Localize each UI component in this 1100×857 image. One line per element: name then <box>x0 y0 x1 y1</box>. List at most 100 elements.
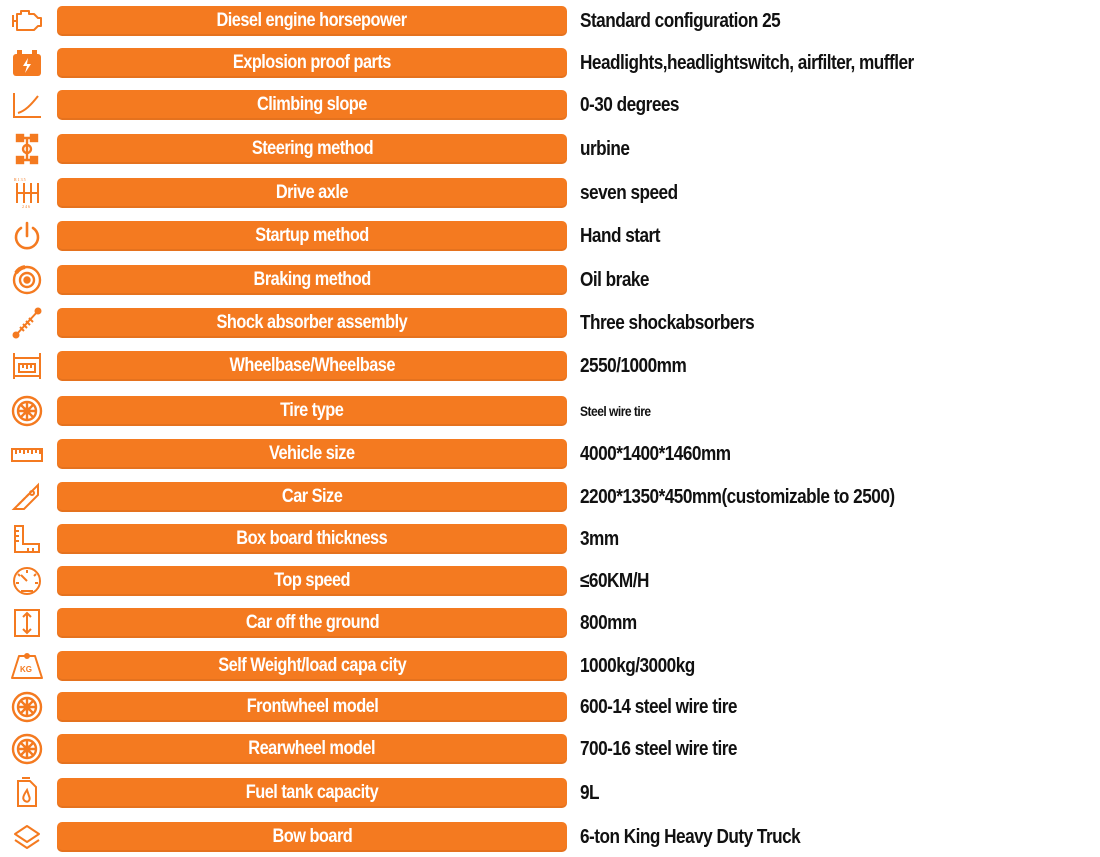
spec-label-pill: Tire type <box>57 396 567 426</box>
spec-row: Steering method urbine <box>0 131 1100 167</box>
spec-label: Braking method <box>253 269 371 290</box>
spec-value: 9L <box>580 782 600 804</box>
spec-label: Bow board <box>272 826 352 847</box>
l-ruler-icon <box>10 523 44 555</box>
spec-label-pill: Diesel engine horsepower <box>57 6 567 36</box>
spec-label-pill: Rearwheel model <box>57 734 567 764</box>
spec-value: 6-ton King Heavy Duty Truck <box>580 826 801 848</box>
shock-absorber-icon <box>10 307 44 339</box>
spec-value: 700-16 steel wire tire <box>580 738 737 760</box>
spec-row: KG Self Weight/load capa city 1000kg/3000k… <box>0 648 1100 684</box>
power-icon <box>10 220 44 252</box>
speedometer-icon <box>10 565 44 597</box>
spec-label-pill: Startup method <box>57 221 567 251</box>
spec-row: Rearwheel model 700-16 steel wire tire <box>0 731 1100 767</box>
spec-label: Car Size <box>281 486 343 507</box>
spec-label-pill: Top speed <box>57 566 567 596</box>
spec-label-pill: Climbing slope <box>57 90 567 120</box>
ground-clearance-icon <box>10 607 44 639</box>
tire-icon <box>10 691 44 723</box>
spec-value: 0-30 degrees <box>580 94 680 116</box>
spec-row: Wheelbase/Wheelbase 2550/1000mm <box>0 348 1100 384</box>
fuel-tank-icon <box>10 777 44 809</box>
spec-label: Box board thickness <box>236 528 388 549</box>
spec-label: Climbing slope <box>257 94 367 115</box>
spec-value: seven speed <box>580 182 678 204</box>
spec-row: Bow board 6-ton King Heavy Duty Truck <box>0 819 1100 855</box>
spec-value: Steel wire tire <box>580 403 651 419</box>
spec-label-pill: Wheelbase/Wheelbase <box>57 351 567 381</box>
spec-label: Diesel engine horsepower <box>216 10 408 31</box>
spec-label: Vehicle size <box>269 443 355 464</box>
spec-row: Car off the ground 800mm <box>0 605 1100 641</box>
spec-row: Braking method Oil brake <box>0 262 1100 298</box>
spec-label-pill: Explosion proof parts <box>57 48 567 78</box>
spec-label: Explosion proof parts <box>232 52 392 73</box>
spec-row: Diesel engine horsepower Standard configu… <box>0 3 1100 39</box>
spec-value: 3mm <box>580 528 619 550</box>
brake-disc-icon <box>10 264 44 296</box>
spec-label-pill: Self Weight/load capa city <box>57 651 567 681</box>
spec-value: urbine <box>580 138 630 160</box>
spec-label-pill: Steering method <box>57 134 567 164</box>
spec-row: Car Size 2200*1350*450mm(customizable to … <box>0 479 1100 515</box>
tire-icon <box>10 395 44 427</box>
spec-label: Car off the ground <box>245 612 379 633</box>
spec-label: Drive axle <box>275 182 349 203</box>
axle-steering-icon <box>10 133 44 165</box>
gearbox-icon: R 1 3 5 2 4 6 <box>10 177 44 209</box>
spec-value: Hand start <box>580 225 660 247</box>
svg-text:KG: KG <box>20 665 32 674</box>
spec-value: Standard configuration 25 <box>580 10 781 32</box>
set-square-icon <box>10 481 44 513</box>
spec-value: 4000*1400*1460mm <box>580 443 731 465</box>
tire-icon <box>10 733 44 765</box>
spec-label-pill: Box board thickness <box>57 524 567 554</box>
spec-label: Fuel tank capacity <box>245 782 379 803</box>
spec-value: 2200*1350*450mm(customizable to 2500) <box>580 486 895 508</box>
spec-row: Climbing slope 0-30 degrees <box>0 87 1100 123</box>
spec-row: R 1 3 5 2 4 6 Drive axle seven speed <box>0 175 1100 211</box>
spec-row: Vehicle size 4000*1400*1460mm <box>0 436 1100 472</box>
spec-row: Shock absorber assembly Three shockabsorb… <box>0 305 1100 341</box>
spec-value: 1000kg/3000kg <box>580 655 695 677</box>
spec-value: 2550/1000mm <box>580 355 687 377</box>
spec-value: Headlights,headlightswitch, airfilter, m… <box>580 52 914 74</box>
spec-label-pill: Braking method <box>57 265 567 295</box>
spec-value: Three shockabsorbers <box>580 312 755 334</box>
spec-label: Top speed <box>274 570 350 591</box>
spec-label: Tire type <box>280 400 344 421</box>
battery-icon <box>10 47 44 79</box>
spec-label: Self Weight/load capa city <box>218 655 406 676</box>
spec-value: 800mm <box>580 612 637 634</box>
ruler-icon <box>10 438 44 470</box>
spec-label-pill: Fuel tank capacity <box>57 778 567 808</box>
engine-icon <box>10 5 44 37</box>
svg-text:2 4 6: 2 4 6 <box>22 204 30 209</box>
spec-row: Frontwheel model 600-14 steel wire tire <box>0 689 1100 725</box>
weight-kg-icon: KG <box>10 650 44 682</box>
spec-label: Frontwheel model <box>246 696 378 717</box>
spec-row: Startup method Hand start <box>0 218 1100 254</box>
spec-label: Wheelbase/Wheelbase <box>229 355 395 376</box>
spec-value: ≤60KM/H <box>580 570 649 592</box>
layers-icon <box>10 821 44 853</box>
spec-label: Shock absorber assembly <box>216 312 408 333</box>
spec-value: 600-14 steel wire tire <box>580 696 737 718</box>
wheelbase-icon <box>10 350 44 382</box>
svg-text:R 1 3 5: R 1 3 5 <box>14 177 26 182</box>
spec-row: Fuel tank capacity 9L <box>0 775 1100 811</box>
spec-row: Tire type Steel wire tire <box>0 393 1100 429</box>
spec-label-pill: Drive axle <box>57 178 567 208</box>
spec-row: Top speed ≤60KM/H <box>0 563 1100 599</box>
spec-label-pill: Vehicle size <box>57 439 567 469</box>
spec-row: Box board thickness 3mm <box>0 521 1100 557</box>
spec-label-pill: Shock absorber assembly <box>57 308 567 338</box>
spec-label-pill: Frontwheel model <box>57 692 567 722</box>
spec-label: Steering method <box>251 138 373 159</box>
spec-label: Startup method <box>255 225 369 246</box>
spec-label-pill: Car Size <box>57 482 567 512</box>
spec-label-pill: Car off the ground <box>57 608 567 638</box>
spec-label: Rearwheel model <box>248 738 376 759</box>
